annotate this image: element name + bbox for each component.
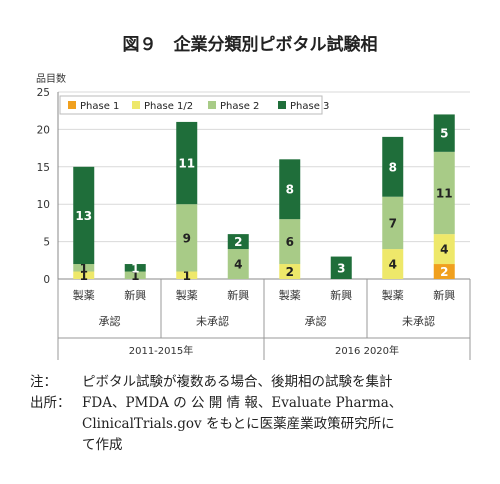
data-label: 6: [286, 235, 294, 249]
x-tick-label: 新興: [227, 288, 249, 302]
y-tick-label: 15: [37, 162, 50, 174]
legend-label: Phase 1/2: [144, 101, 193, 112]
data-label: 4: [389, 258, 397, 272]
data-label: 11: [178, 157, 195, 171]
y-axis-label: 品目数: [36, 72, 66, 85]
data-label: 2: [234, 235, 242, 249]
note-text: ピボタル試験が複数ある場合、後期相の試験を集計: [82, 374, 393, 390]
data-label: 3: [337, 261, 345, 275]
legend-label: Phase 3: [290, 101, 329, 112]
data-label: 2: [440, 265, 448, 279]
notes: 注： ピボタル試験が複数ある場合、後期相の試験を集計 出所： FDA、PMDA …: [30, 372, 490, 456]
bar-segment: [433, 234, 455, 265]
bar-segment: [433, 151, 455, 235]
period-label: 2016 2020年: [335, 344, 399, 357]
data-label: 2: [286, 265, 294, 279]
data-label: 4: [440, 243, 448, 257]
note-label: 注：: [30, 374, 57, 390]
data-label: 5: [440, 127, 448, 141]
x-tick-label: 新興: [433, 288, 455, 302]
note-line: 注： ピボタル試験が複数ある場合、後期相の試験を集計: [30, 372, 490, 393]
legend-swatch: [68, 101, 76, 109]
bar-segment: [227, 234, 249, 250]
data-label: 1: [80, 261, 88, 275]
group-label: 承認: [99, 314, 121, 328]
x-tick-label: 新興: [124, 288, 146, 302]
y-tick-label: 5: [43, 237, 50, 249]
data-label: 8: [389, 160, 397, 174]
y-tick-label: 10: [37, 199, 50, 211]
y-tick-label: 0: [43, 274, 50, 286]
bar-segment: [176, 121, 198, 205]
group-label: 承認: [305, 314, 327, 328]
x-tick-label: 製薬: [73, 288, 95, 302]
x-tick-label: 製薬: [279, 288, 301, 302]
data-label: 1: [183, 269, 191, 283]
legend-label: Phase 1: [80, 101, 119, 112]
bar-segment: [433, 264, 455, 279]
data-label: 4: [234, 258, 242, 272]
data-label: 1: [131, 269, 139, 283]
bar-segment: [176, 204, 198, 272]
period-label: 2011-2015年: [129, 344, 194, 357]
bar-segment: [382, 136, 404, 197]
x-tick-label: 新興: [330, 288, 352, 302]
bar-segment: [124, 264, 146, 272]
data-label: 13: [75, 209, 92, 223]
y-tick-label: 20: [37, 124, 50, 136]
bar-segment: [279, 159, 301, 220]
x-tick-label: 製薬: [382, 288, 404, 302]
data-label: 1: [131, 261, 139, 275]
source-text-3: て作成: [82, 437, 123, 453]
data-label: 1: [80, 269, 88, 283]
bar-segment: [433, 114, 455, 152]
source-text-1: FDA、PMDA の 公 開 情 報、Evaluate Pharma、: [82, 395, 403, 411]
chart: 図９ 企業分類別ピボタル試験相品目数0510152025111311191142…: [36, 34, 471, 360]
y-tick-label: 25: [37, 87, 50, 99]
legend-swatch: [278, 101, 286, 109]
legend-swatch: [208, 101, 216, 109]
data-label: 11: [436, 186, 453, 200]
source-label: 出所：: [30, 395, 71, 411]
group-label: 未承認: [196, 314, 229, 328]
bar-segment: [73, 271, 95, 279]
data-label: 7: [389, 216, 397, 230]
group-label: 未承認: [402, 314, 435, 328]
bar-segment: [73, 264, 95, 272]
legend-box: [59, 95, 323, 115]
bar-segment: [330, 256, 352, 279]
chart-title: 図９ 企業分類別ピボタル試験相: [123, 34, 378, 55]
bar-segment: [227, 249, 249, 279]
bar-segment: [176, 271, 198, 279]
bar-segment: [279, 219, 301, 265]
legend-swatch: [132, 101, 140, 109]
bar-segment: [279, 264, 301, 279]
bar-segment: [382, 196, 404, 250]
data-label: 9: [183, 231, 191, 245]
source-text-2: ClinicalTrials.gov をもとに医薬産業政策研究所に: [82, 416, 395, 432]
legend-label: Phase 2: [220, 101, 259, 112]
source-line: 出所： FDA、PMDA の 公 開 情 報、Evaluate Pharma、: [30, 393, 490, 414]
x-tick-label: 製薬: [176, 288, 198, 302]
bar-segment: [73, 166, 95, 265]
bar-segment: [382, 249, 404, 279]
data-label: 8: [286, 183, 294, 197]
bar-segment: [124, 271, 146, 279]
